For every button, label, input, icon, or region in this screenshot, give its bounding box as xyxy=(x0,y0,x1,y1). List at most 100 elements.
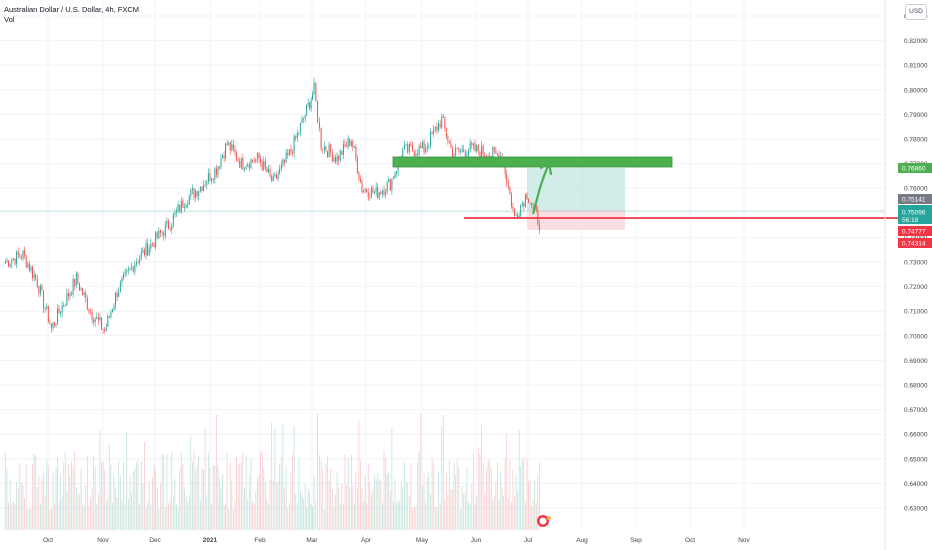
candle xyxy=(537,205,539,226)
volume-bar xyxy=(233,508,234,530)
candle xyxy=(198,190,200,201)
volume-bar xyxy=(102,461,104,530)
candlesticks xyxy=(4,77,540,334)
volume-bars xyxy=(4,413,540,530)
volume-bar xyxy=(182,463,184,530)
candle xyxy=(168,218,170,230)
volume-bar xyxy=(101,462,102,530)
candle xyxy=(75,271,77,289)
candle xyxy=(463,145,465,153)
stop-zone[interactable] xyxy=(527,210,625,230)
chart-legend: Australian Dollar / U.S. Dollar, 4h, FXC… xyxy=(4,5,139,25)
volume-bar xyxy=(163,455,165,530)
volume-bar xyxy=(295,494,297,530)
candle xyxy=(83,291,85,298)
candle xyxy=(458,147,460,155)
volume-bar xyxy=(6,469,8,530)
candle xyxy=(236,150,238,162)
time-tick-label: Aug xyxy=(576,537,588,544)
volume-bar xyxy=(498,501,500,530)
candle xyxy=(232,139,234,152)
candle xyxy=(14,257,16,266)
volume-bar xyxy=(134,468,136,530)
volume-bar xyxy=(447,494,449,530)
volume-bar xyxy=(201,468,203,530)
volume-bar xyxy=(24,497,26,530)
candle xyxy=(455,143,457,158)
volume-bar xyxy=(180,452,182,530)
volume-bar xyxy=(356,488,358,530)
candle xyxy=(176,207,178,217)
candle xyxy=(66,288,68,306)
volume-bar xyxy=(369,481,371,530)
volume-bar xyxy=(325,463,327,530)
candle xyxy=(495,146,497,154)
volume-bar xyxy=(139,504,141,530)
volume-bar xyxy=(99,430,101,530)
event-flag-icon[interactable] xyxy=(537,515,551,527)
candle xyxy=(322,148,324,154)
volume-bar xyxy=(460,508,461,530)
price-axis[interactable]: 0.830000.820000.810000.800000.790000.780… xyxy=(904,14,928,513)
candle xyxy=(25,254,27,270)
candle xyxy=(58,305,60,314)
candle xyxy=(139,254,141,266)
candle xyxy=(312,90,314,101)
volume-bar xyxy=(46,459,48,530)
candle xyxy=(64,303,66,308)
volume-bar xyxy=(51,509,52,530)
candle xyxy=(523,202,525,212)
volume-bar xyxy=(471,484,473,530)
volume-bar xyxy=(484,492,486,530)
volume-bar xyxy=(64,451,66,530)
volume-bar xyxy=(204,426,206,530)
volume-bar xyxy=(168,503,169,530)
upward-arrow-icon[interactable] xyxy=(531,165,550,215)
candle xyxy=(123,271,125,281)
price-tag-last-close: 0.75141 xyxy=(898,194,932,204)
volume-bar xyxy=(91,488,93,530)
currency-button[interactable]: USD xyxy=(905,4,927,20)
volume-bar xyxy=(515,473,517,530)
volume-bar xyxy=(52,473,54,530)
symbol-title[interactable]: Australian Dollar / U.S. Dollar, 4h, FXC… xyxy=(4,5,140,14)
volume-bar xyxy=(312,506,313,530)
candle xyxy=(22,249,24,261)
candle xyxy=(126,268,128,277)
volume-bar xyxy=(430,493,431,530)
candle xyxy=(57,303,59,326)
candle xyxy=(269,165,271,179)
candle xyxy=(313,77,315,96)
candle xyxy=(71,290,73,296)
candle xyxy=(222,153,224,159)
volume-bar xyxy=(418,452,420,530)
volume-label[interactable]: Vol xyxy=(4,15,15,24)
volume-bar xyxy=(242,453,244,530)
volume-bar xyxy=(93,455,95,530)
resistance-zone[interactable] xyxy=(392,156,673,168)
volume-bar xyxy=(417,462,418,530)
target-zone[interactable] xyxy=(527,168,625,210)
candle xyxy=(361,178,363,194)
volume-bar xyxy=(248,474,250,530)
candle xyxy=(107,312,109,327)
volume-bar xyxy=(477,446,479,530)
candle xyxy=(159,229,161,238)
time-axis[interactable]: Oct Nov Dec 2021 Feb Mar Apr May Jun Jul Aug Sep Oct… xyxy=(43,537,751,544)
candle xyxy=(303,116,305,123)
volume-bar xyxy=(276,481,277,530)
candle xyxy=(67,289,69,302)
candle xyxy=(426,141,428,153)
candle xyxy=(352,139,354,151)
candle xyxy=(39,283,41,297)
candle xyxy=(531,202,533,209)
volume-bar xyxy=(452,489,453,530)
candle xyxy=(439,119,441,129)
volume-bar xyxy=(187,501,189,530)
candle xyxy=(151,242,153,247)
volume-bar xyxy=(306,507,308,530)
candle xyxy=(290,144,292,156)
price-tick-label: 0.72000 xyxy=(904,284,928,291)
candle xyxy=(28,260,30,273)
